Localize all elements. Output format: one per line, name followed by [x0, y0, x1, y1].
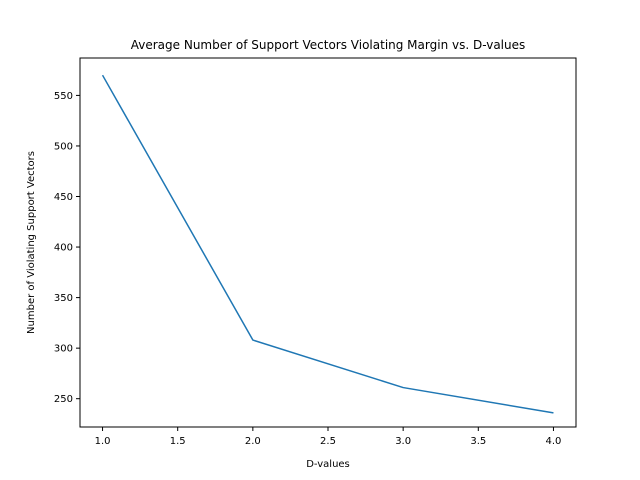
y-axis-label: Number of Violating Support Vectors	[26, 151, 37, 334]
y-axis: 250 300 350 400 450 500 550	[54, 91, 80, 405]
y-tick-label: 350	[54, 293, 73, 304]
series-line	[101, 74, 554, 414]
y-tick-label: 250	[54, 394, 73, 405]
x-tick-label: 1.5	[170, 436, 186, 447]
x-tick-label: 1.0	[95, 436, 111, 447]
plot-area	[79, 57, 577, 428]
x-axis-label: D-values	[306, 459, 350, 470]
chart-title: Average Number of Support Vectors Violat…	[131, 38, 526, 52]
y-tick-label: 500	[54, 141, 73, 152]
x-axis: 1.0 1.5 2.0 2.5 3.0 3.5 4.0	[95, 427, 562, 447]
x-tick-label: 3.5	[470, 436, 486, 447]
y-tick-label: 550	[54, 91, 73, 102]
series-layer	[101, 74, 554, 414]
y-tick-label: 450	[54, 192, 73, 203]
y-tick-label: 400	[54, 243, 73, 254]
x-tick-label: 4.0	[546, 436, 562, 447]
x-tick-label: 3.0	[395, 436, 411, 447]
x-tick-label: 2.0	[245, 436, 261, 447]
y-tick-label: 300	[54, 344, 73, 355]
x-tick-label: 2.5	[320, 436, 336, 447]
